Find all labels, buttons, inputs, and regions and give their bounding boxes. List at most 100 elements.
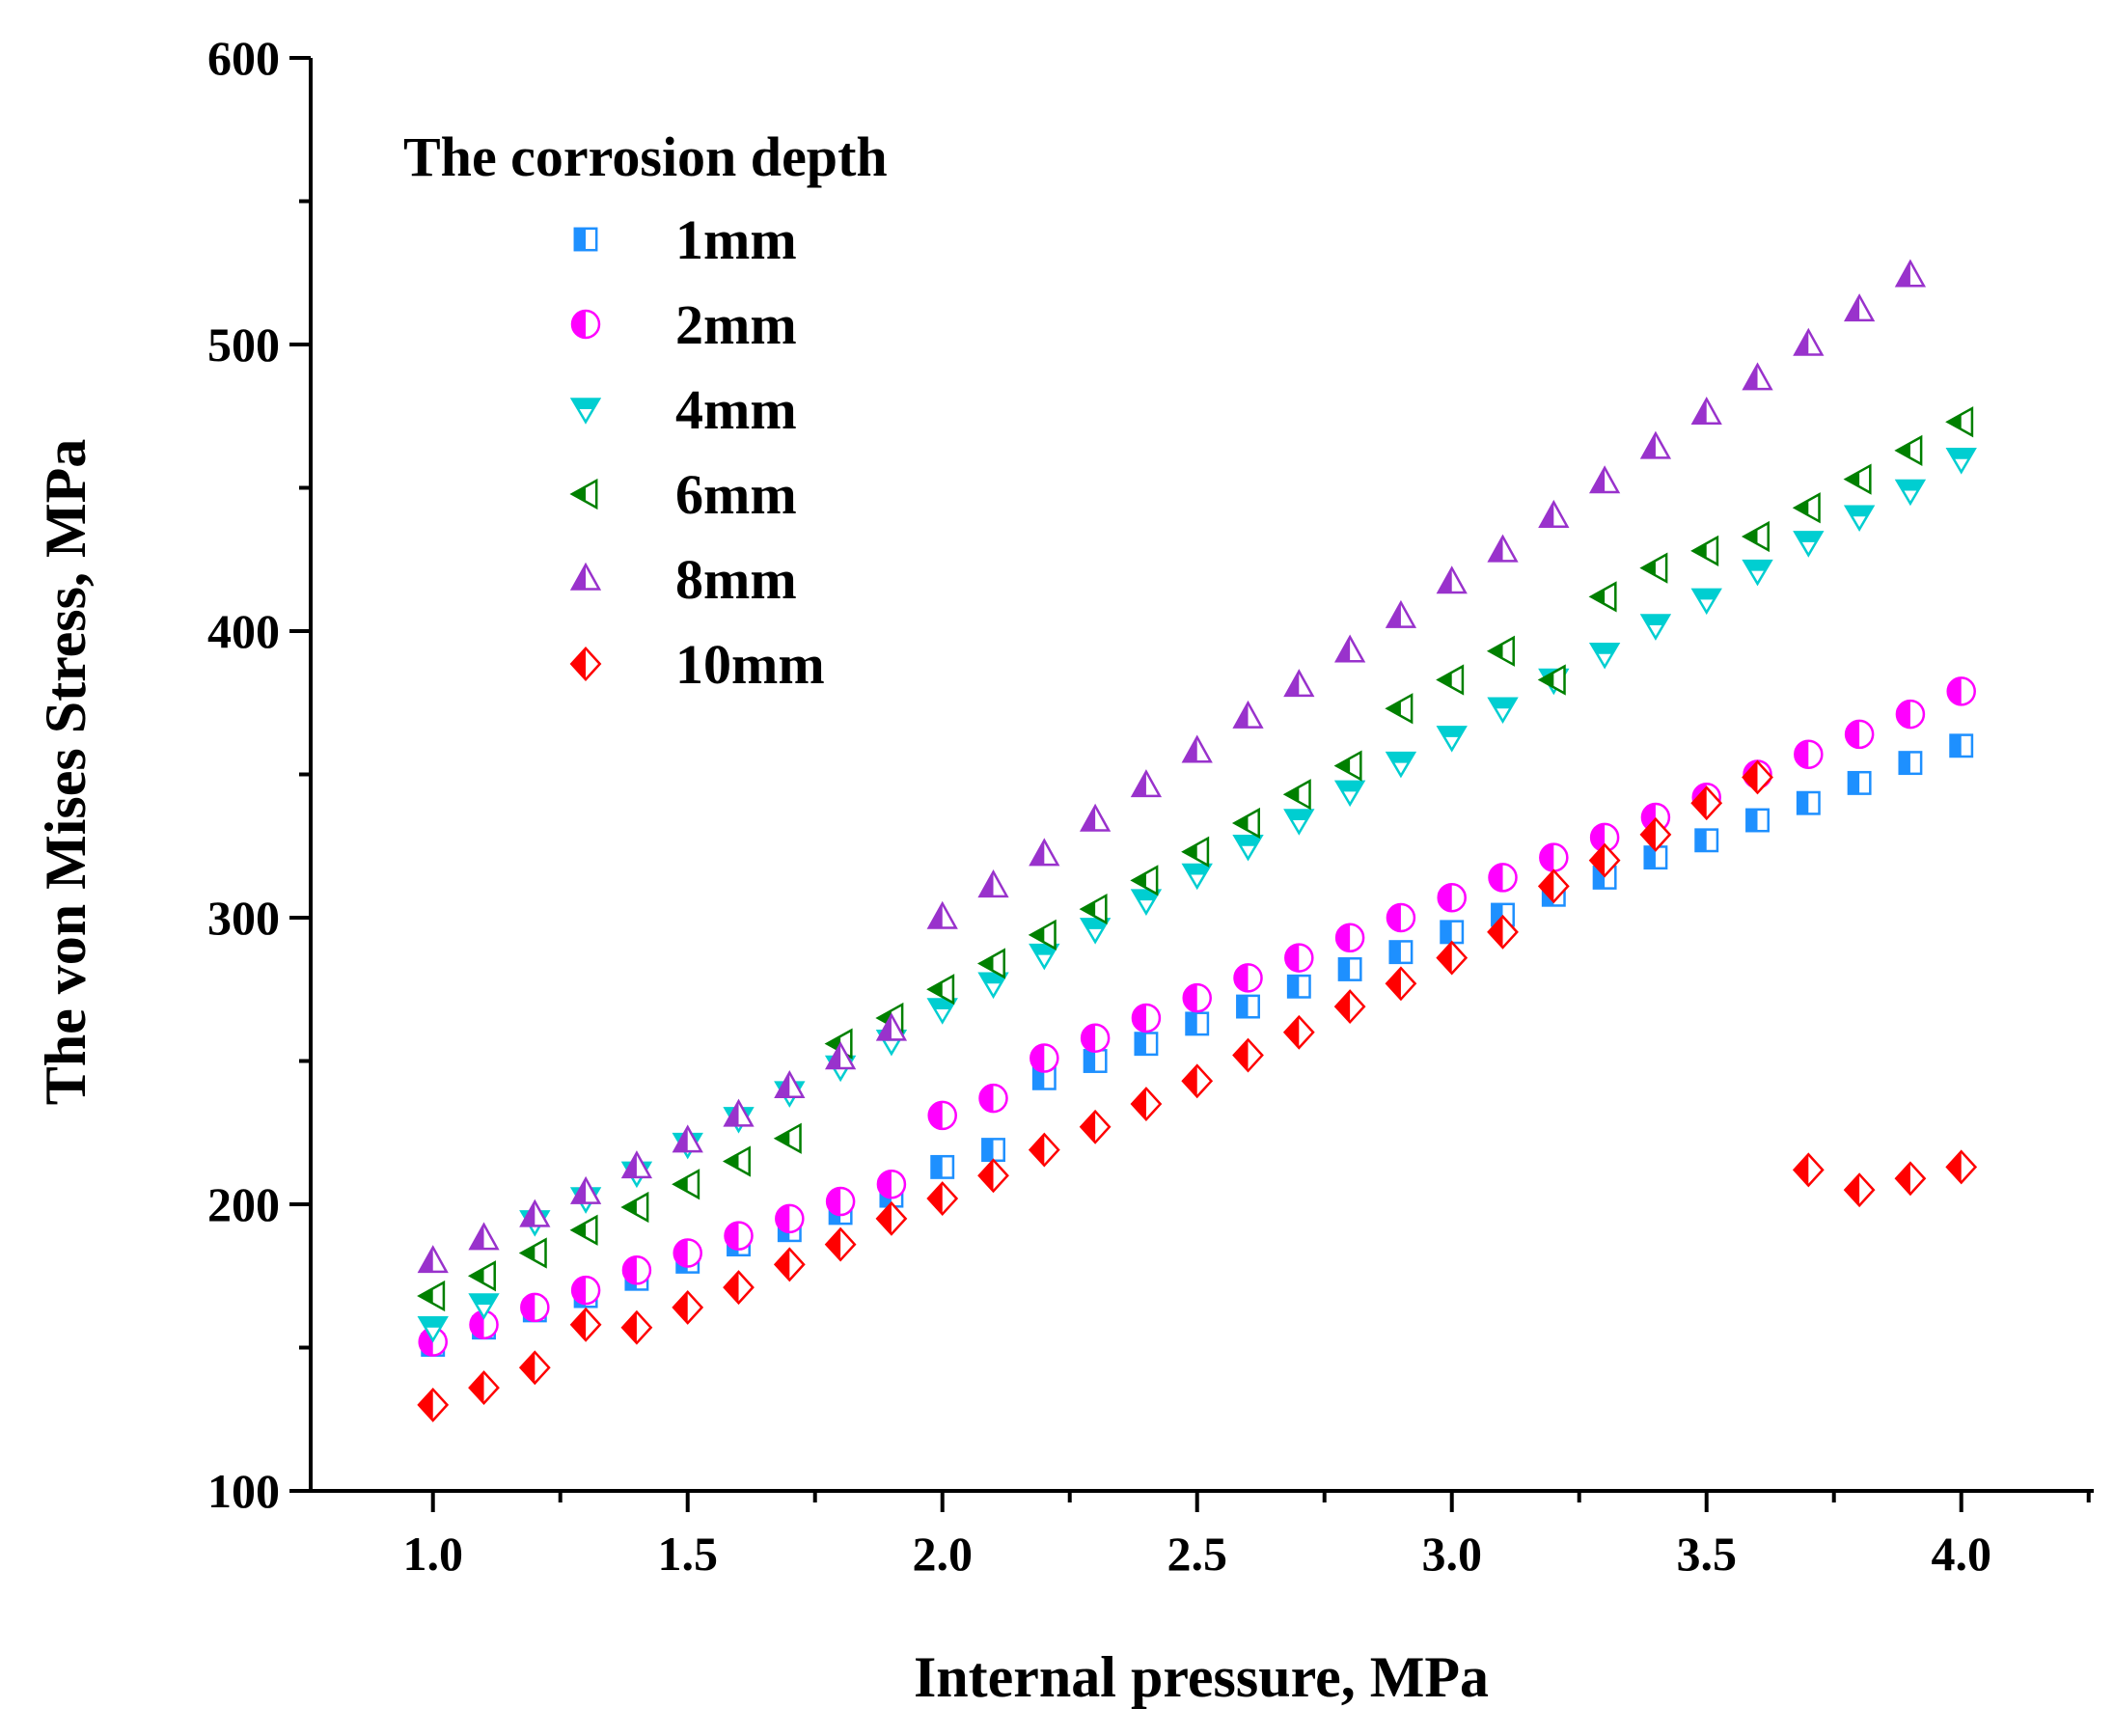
data-point-2mm	[927, 1100, 957, 1131]
data-point-8mm	[1079, 803, 1112, 832]
data-point-6mm	[1028, 919, 1057, 951]
data-point-6mm	[773, 1122, 802, 1154]
data-point-10mm	[1843, 1172, 1876, 1208]
data-point-8mm	[723, 1098, 755, 1127]
data-point-8mm	[1690, 397, 1722, 426]
data-point-6mm	[1231, 807, 1260, 840]
data-point-1mm	[1388, 940, 1414, 965]
data-point-2mm	[570, 1275, 601, 1306]
data-point-1mm	[1286, 974, 1311, 999]
data-point-2mm	[724, 1221, 754, 1251]
series-1mm	[421, 733, 1974, 1357]
data-point-4mm	[417, 1315, 449, 1343]
data-point-8mm	[1894, 259, 1927, 288]
x-tick-label: 1.0	[402, 1527, 463, 1581]
x-tick-label: 3.5	[1676, 1527, 1737, 1581]
legend-marker-8mm	[569, 562, 602, 591]
y-axis-title: The von Mises Stress, MPa	[34, 439, 97, 1106]
data-point-2mm	[876, 1169, 907, 1199]
y-tick-label: 500	[207, 317, 280, 372]
x-tick-label: 2.5	[1167, 1527, 1227, 1581]
legend-label: 6mm	[675, 463, 797, 526]
data-point-6mm	[926, 974, 955, 1006]
data-point-10mm	[1079, 1109, 1112, 1144]
data-point-8mm	[1029, 838, 1060, 867]
data-point-6mm	[467, 1260, 496, 1292]
y-tick-label: 600	[207, 31, 280, 85]
x-tick-label: 3.0	[1421, 1527, 1482, 1581]
data-point-1mm	[1643, 845, 1668, 870]
data-point-2mm	[1386, 902, 1416, 933]
data-point-4mm	[1742, 559, 1773, 587]
data-point-10mm	[1130, 1087, 1163, 1122]
data-point-10mm	[1588, 842, 1621, 878]
data-point-6mm	[1843, 463, 1872, 495]
data-point-8mm	[1487, 534, 1519, 563]
data-point-8mm	[1232, 700, 1264, 729]
data-point-4mm	[1333, 780, 1366, 808]
data-point-4mm	[1232, 835, 1264, 862]
data-point-1mm	[1185, 1011, 1210, 1036]
data-point-6mm	[1486, 635, 1515, 667]
data-point-1mm	[1694, 828, 1719, 853]
data-point-8mm	[569, 1175, 602, 1204]
data-point-4mm	[1945, 448, 1977, 475]
data-point-2mm	[1334, 923, 1365, 953]
data-point-6mm	[1792, 492, 1821, 524]
data-point-10mm	[1385, 966, 1417, 1002]
data-point-2mm	[978, 1083, 1008, 1114]
plot-axes	[309, 58, 2094, 1493]
data-point-8mm	[519, 1199, 551, 1227]
data-point-6mm	[1436, 664, 1465, 696]
data-point-2mm	[1539, 842, 1569, 872]
data-point-8mm	[1538, 499, 1570, 528]
data-point-10mm	[569, 1307, 602, 1342]
data-point-8mm	[1436, 565, 1468, 594]
data-point-10mm	[875, 1200, 908, 1236]
data-point-10mm	[1028, 1132, 1060, 1168]
data-point-10mm	[1894, 1161, 1927, 1197]
legend-marker-1mm	[573, 227, 598, 252]
data-point-8mm	[824, 1041, 857, 1070]
x-axis-title: Internal pressure, MPa	[914, 1645, 1489, 1709]
data-point-8mm	[1742, 362, 1773, 391]
data-point-8mm	[875, 1012, 908, 1041]
y-tick-label: 400	[207, 604, 280, 658]
data-point-4mm	[468, 1293, 500, 1320]
data-point-2mm	[1488, 863, 1518, 893]
data-point-8mm	[977, 869, 1009, 898]
data-point-1mm	[1796, 790, 1821, 815]
data-point-10mm	[1537, 868, 1570, 904]
data-point-8mm	[417, 1245, 449, 1274]
legend-label: 2mm	[675, 293, 797, 356]
data-point-6mm	[1537, 664, 1566, 696]
data-point-4mm	[1436, 726, 1468, 753]
data-point-6mm	[1079, 893, 1108, 925]
x-tick-label: 4.0	[1931, 1527, 1991, 1581]
data-point-6mm	[1690, 535, 1719, 566]
data-point-6mm	[1894, 434, 1923, 467]
data-point-6mm	[1282, 779, 1311, 811]
series-6mm	[417, 406, 1974, 1312]
x-tick-label: 1.5	[657, 1527, 718, 1581]
data-point-10mm	[1792, 1152, 1825, 1188]
data-point-10mm	[1945, 1149, 1978, 1185]
data-point-1mm	[930, 1154, 955, 1179]
data-point-4mm	[1843, 505, 1876, 532]
data-point-1mm	[1236, 994, 1260, 1019]
legend-marker-6mm	[569, 478, 598, 510]
data-point-6mm	[672, 1169, 700, 1200]
data-point-2mm	[1233, 963, 1263, 993]
data-point-6mm	[1181, 836, 1210, 868]
data-point-2mm	[1284, 943, 1314, 973]
data-point-2mm	[1080, 1023, 1111, 1053]
data-point-10mm	[620, 1309, 653, 1345]
data-point-1mm	[981, 1138, 1005, 1163]
y-tick-label: 100	[207, 1464, 280, 1518]
data-point-8mm	[1333, 634, 1366, 663]
data-point-8mm	[1843, 293, 1876, 322]
data-point-2mm	[1895, 699, 1926, 730]
data-point-10mm	[1333, 989, 1366, 1025]
data-point-1mm	[1898, 751, 1923, 776]
data-point-2mm	[1131, 1003, 1162, 1033]
